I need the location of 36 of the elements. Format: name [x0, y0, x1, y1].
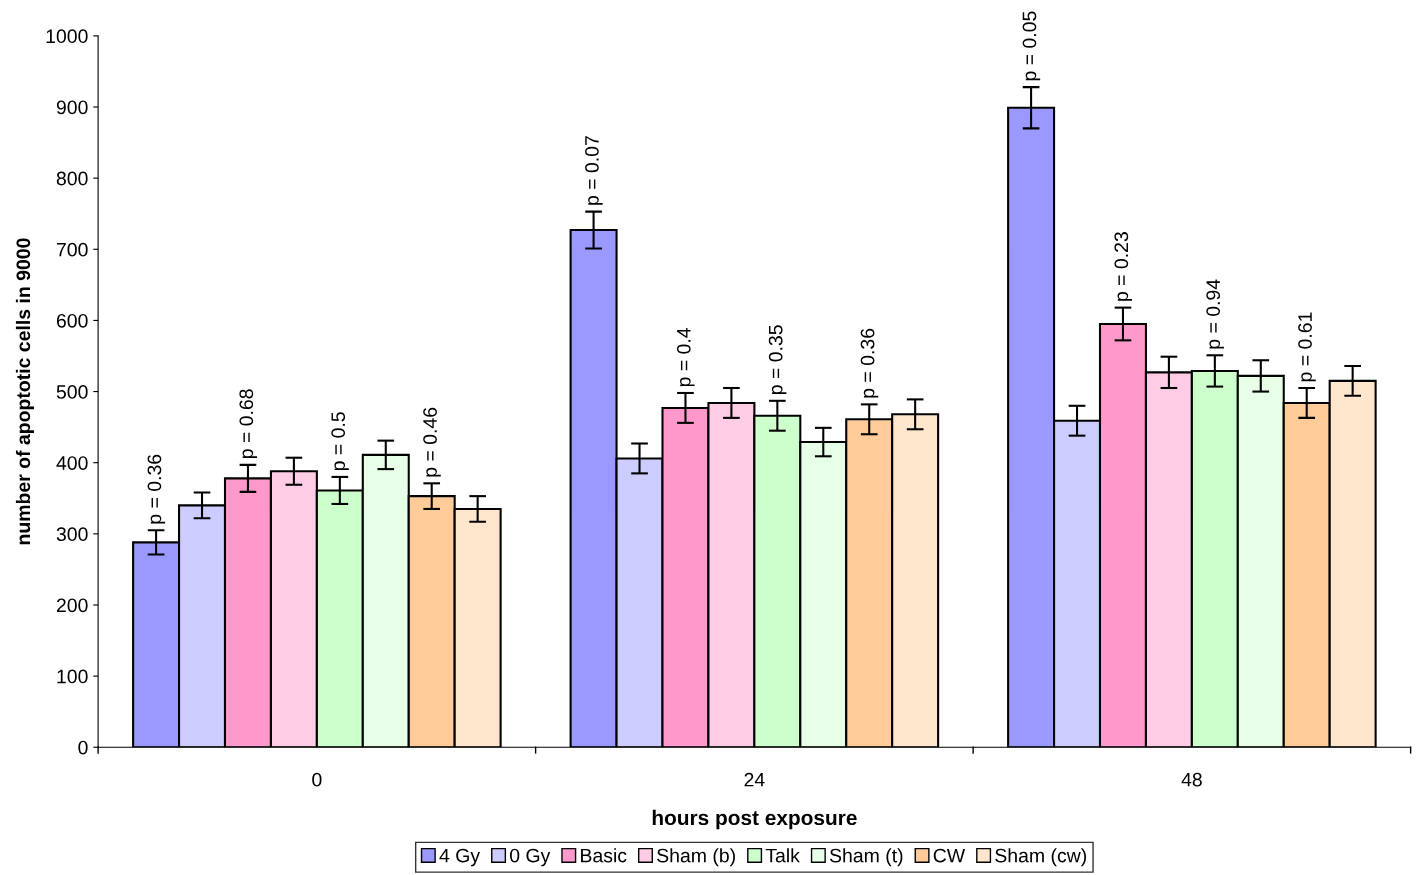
annotation: p = 0.23 — [1114, 232, 1133, 301]
x-tick-label: 24 — [744, 772, 765, 787]
y-tick-label: 800 — [56, 171, 88, 186]
y-tick-label: 1000 — [46, 29, 88, 44]
y-tick-label: 300 — [56, 527, 88, 542]
legend-label: Basic — [581, 848, 627, 863]
y-tick-label: 600 — [56, 313, 88, 328]
annotation: p = 0.94 — [1206, 279, 1224, 349]
annotation: p = 0.05 — [1022, 11, 1041, 81]
legend-label: Sham (t) — [829, 848, 903, 867]
x-tick-label: 0 — [312, 772, 322, 787]
y-tick-label: 200 — [56, 598, 88, 613]
annotation: p = 0.46 — [423, 407, 441, 477]
legend-label: 4 Gy — [439, 848, 481, 867]
y-tick-label: 700 — [56, 242, 88, 257]
x-tick-label: 48 — [1181, 772, 1202, 787]
legend-label: 0 Gy — [510, 848, 551, 867]
annotation: p = 0.4 — [676, 327, 695, 387]
annotation: p = 0.07 — [585, 136, 603, 205]
legend-label: Sham (cw) — [995, 848, 1087, 867]
y-tick-label: 900 — [56, 100, 88, 115]
annotation: p = 0.36 — [860, 328, 879, 398]
annotation: p = 0.5 — [331, 412, 349, 471]
y-tick-label: 0 — [78, 740, 88, 755]
legend-label: CW — [933, 848, 966, 863]
y-tick-label: 100 — [57, 669, 88, 684]
y-axis-title: number of apoptotic cells in 9000 — [15, 238, 35, 545]
annotation: p = 0.36 — [147, 454, 166, 524]
annotation: p = 0.61 — [1298, 312, 1316, 382]
annotation: p = 0.68 — [239, 389, 258, 459]
annotation: p = 0.35 — [768, 325, 787, 394]
y-tick-label: 500 — [56, 385, 88, 399]
legend-label: Talk — [765, 848, 800, 863]
legend-label: Sham (b) — [657, 848, 735, 867]
y-tick-label: 400 — [56, 456, 88, 470]
x-axis-title: hours post exposure — [652, 809, 857, 830]
